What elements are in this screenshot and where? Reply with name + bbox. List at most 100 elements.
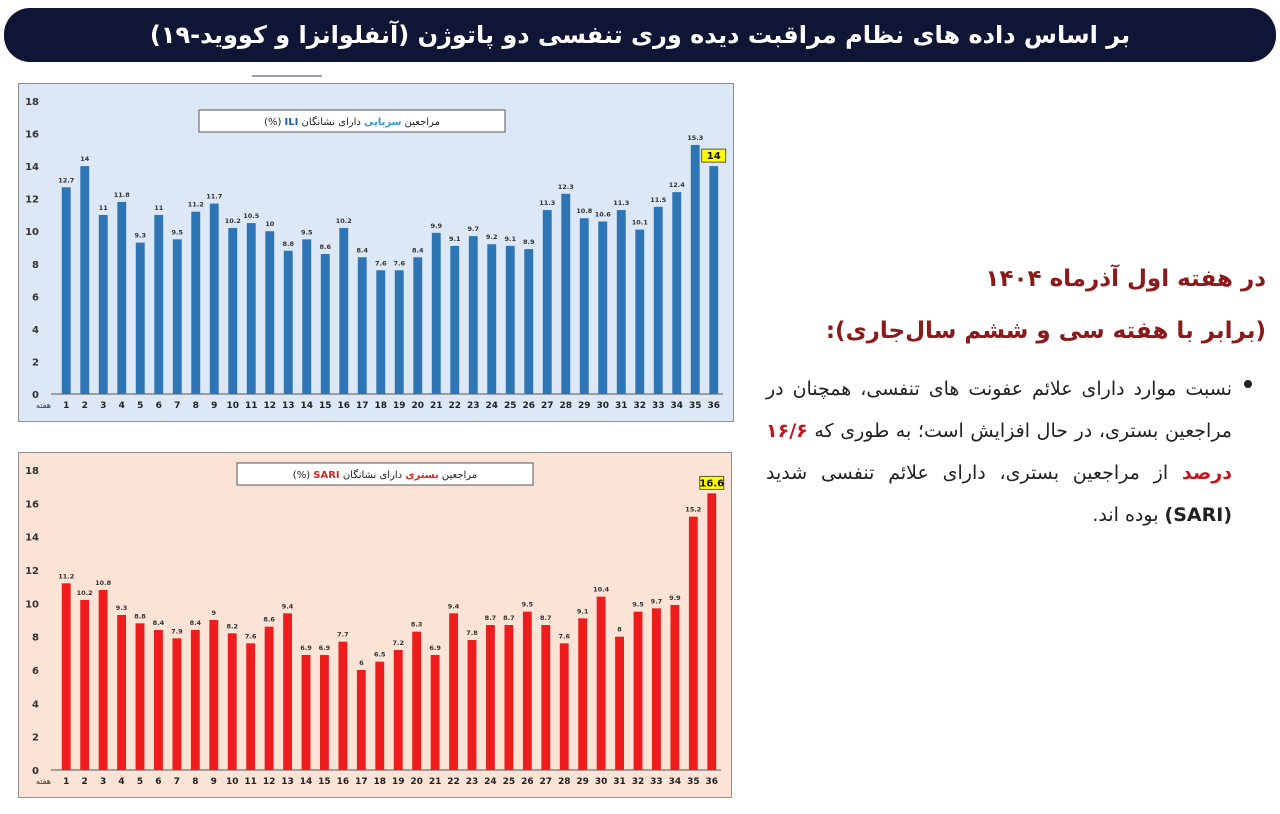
x-tick-label: 6 xyxy=(156,401,162,411)
bar xyxy=(80,166,90,394)
x-tick-label: 20 xyxy=(410,777,423,787)
x-tick-label: 1 xyxy=(63,401,69,411)
bar xyxy=(707,493,717,770)
data-label: 10.5 xyxy=(243,212,260,220)
data-label: 11.3 xyxy=(539,199,555,207)
data-label: 9.4 xyxy=(282,602,294,610)
data-label: 10.2 xyxy=(336,217,352,225)
x-tick-label: 27 xyxy=(540,777,553,787)
bar xyxy=(264,626,274,770)
y-tick-label: 16 xyxy=(25,130,39,141)
bar xyxy=(301,655,311,770)
data-label: 7.7 xyxy=(337,631,349,639)
chart-title-box xyxy=(236,462,534,486)
data-label: 9.3 xyxy=(116,604,128,612)
x-tick-label: 15 xyxy=(318,777,331,787)
x-tick-label: 34 xyxy=(670,401,683,411)
bar xyxy=(431,232,441,394)
header-bar: بر اساس داده های نظام مراقبت دیده وری تن… xyxy=(4,8,1276,62)
summary-bullet: نسبت موارد دارای علائم عفونت های تنفسی، … xyxy=(766,368,1254,536)
x-tick-label: 33 xyxy=(652,401,665,411)
highlight-label-box xyxy=(701,148,727,163)
bar xyxy=(450,245,460,394)
data-label: 8.8 xyxy=(282,240,294,248)
y-tick-label: 8 xyxy=(32,260,39,271)
x-tick-label: 10 xyxy=(226,777,239,787)
x-tick-label: 35 xyxy=(687,777,700,787)
bar xyxy=(246,643,256,770)
data-label: 6.5 xyxy=(374,651,386,659)
bullet-text-part3: بوده اند. xyxy=(1092,504,1159,526)
x-tick-label: 16 xyxy=(337,777,350,787)
x-tick-label: 24 xyxy=(484,777,497,787)
data-label: 7.6 xyxy=(245,632,257,640)
data-label: 10.6 xyxy=(595,210,612,218)
bar xyxy=(688,516,698,770)
chart-title: مراجعین سرپایی دارای نشانگان ILI (%) xyxy=(264,116,440,128)
bar xyxy=(209,620,219,770)
data-label: 10.8 xyxy=(95,579,112,587)
bar xyxy=(283,250,293,394)
x-tick-label: 32 xyxy=(632,777,645,787)
bar xyxy=(135,623,145,770)
x-tick-label: 4 xyxy=(119,401,125,411)
bar xyxy=(522,611,532,770)
bar xyxy=(412,631,422,770)
data-label: 11.5 xyxy=(650,196,667,204)
y-tick-label: 14 xyxy=(25,533,39,544)
y-tick-label: 0 xyxy=(32,390,39,401)
y-tick-label: 0 xyxy=(32,766,39,777)
data-label: 6.9 xyxy=(300,644,312,652)
x-tick-label: 23 xyxy=(467,401,480,411)
bar xyxy=(320,254,330,394)
bar xyxy=(578,618,588,770)
x-tick-label: 35 xyxy=(689,401,702,411)
chart-title-part: مراجعین xyxy=(401,117,439,128)
y-tick-label: 18 xyxy=(25,97,39,108)
bar xyxy=(172,638,182,770)
bar xyxy=(670,605,680,770)
bar xyxy=(154,214,164,394)
x-tick-label: 8 xyxy=(193,401,199,411)
x-tick-label: 18 xyxy=(374,401,387,411)
bullet-highlight-percent: ۱۶/۶ درصد xyxy=(766,420,1232,484)
x-tick-label: 22 xyxy=(447,777,460,787)
y-tick-label: 8 xyxy=(32,633,39,644)
bar xyxy=(61,583,71,770)
data-label: 8.8 xyxy=(134,612,146,620)
x-tick-label: 28 xyxy=(558,777,571,787)
x-tick-label: 28 xyxy=(559,401,572,411)
bar xyxy=(635,229,645,394)
bar xyxy=(561,193,571,394)
bar xyxy=(541,625,551,770)
bar xyxy=(596,596,606,770)
x-tick-label: 5 xyxy=(137,401,143,411)
data-label: 9.1 xyxy=(449,235,461,243)
bar xyxy=(227,633,237,770)
ili-bar-chart: 02468101214161812.7114211311.849.351169.… xyxy=(19,84,733,421)
x-tick-label: 12 xyxy=(263,777,276,787)
x-tick-label: 25 xyxy=(503,777,516,787)
data-label: 12.3 xyxy=(558,183,574,191)
data-label: 10 xyxy=(265,220,275,228)
data-label: 11.8 xyxy=(114,191,131,199)
y-tick-label: 2 xyxy=(32,357,39,368)
bar xyxy=(505,245,515,394)
bar xyxy=(376,270,386,394)
x-tick-label: 26 xyxy=(522,401,535,411)
bar xyxy=(393,650,403,770)
x-tick-label: 36 xyxy=(707,401,720,411)
data-label: 9.5 xyxy=(301,228,313,236)
y-tick-label: 10 xyxy=(25,599,39,610)
data-label: 14 xyxy=(80,155,90,163)
x-tick-label: 4 xyxy=(118,777,124,787)
bar xyxy=(98,590,108,770)
y-tick-label: 4 xyxy=(32,325,39,336)
chart-title-box xyxy=(198,109,506,133)
bar xyxy=(579,218,589,394)
x-tick-label: 20 xyxy=(411,401,424,411)
bar xyxy=(172,239,182,394)
bar xyxy=(320,655,329,770)
data-label: 8.4 xyxy=(356,246,368,254)
data-label: 9.5 xyxy=(632,601,644,609)
